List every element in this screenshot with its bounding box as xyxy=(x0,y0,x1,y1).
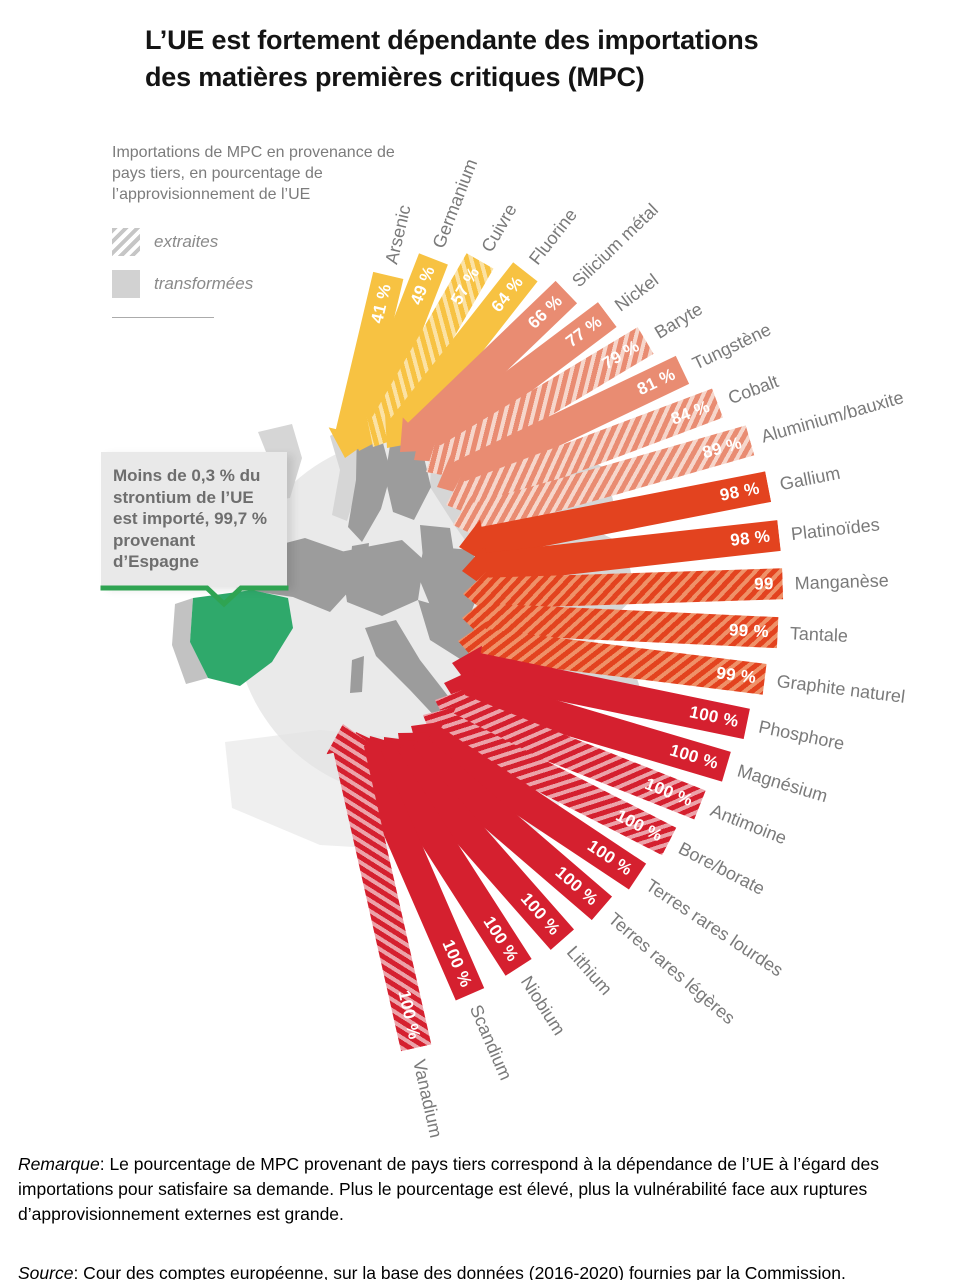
material-label: Tantale xyxy=(788,623,848,647)
arrow-value: 84 % xyxy=(668,396,713,429)
arrow-value: 99 % xyxy=(715,663,758,688)
remarque-text: : Le pourcentage de MPC provenant de pay… xyxy=(18,1154,879,1224)
source-note: Source: Cour des comptes européenne, sur… xyxy=(18,1261,948,1280)
legend-item-label: transformées xyxy=(154,274,254,293)
legend-caption-line: l’approvisionnement de l’UE xyxy=(112,186,311,203)
arrow-value: 98 % xyxy=(729,526,772,550)
arrow-value: 100 % xyxy=(438,936,476,991)
arrow-value: 100 % xyxy=(667,740,721,773)
sweden-shape xyxy=(348,427,391,542)
remarque-note: Remarque: Le pourcentage de MPC provenan… xyxy=(18,1152,948,1227)
title-line-2: des matières premières critiques (MPC) xyxy=(145,62,645,92)
material-label: Antimoine xyxy=(707,800,790,849)
material-label: Baryte xyxy=(650,298,706,343)
source-label: Source xyxy=(18,1263,74,1280)
material-label: Arsenic xyxy=(381,203,416,267)
material-label: Gallium xyxy=(777,463,842,495)
material-label: Tungstène xyxy=(688,319,774,374)
material-label: Scandium xyxy=(465,1001,517,1084)
legend-caption: Importations de MPC en provenance de pay… xyxy=(112,142,432,205)
italy-shape xyxy=(365,620,455,722)
legend-item-transformees: transformées xyxy=(112,269,432,299)
annotation-pointer-line xyxy=(100,585,289,608)
remarque-label: Remarque xyxy=(18,1154,100,1174)
legend-divider xyxy=(112,317,214,318)
poland-shape xyxy=(418,546,483,615)
annotation-text: Moins de 0,3 % du strontium de l’UE est … xyxy=(113,466,268,571)
material-label: Bore/borate xyxy=(675,837,769,899)
spain-highlight xyxy=(190,590,293,686)
material-label: Cobalt xyxy=(725,371,782,409)
arrow-value: 99 xyxy=(753,574,774,595)
material-label: Lithium xyxy=(562,941,617,999)
arrow-value: 100 % xyxy=(687,702,741,731)
corsica-sardinia-shape xyxy=(350,656,364,693)
balearic-islands-shape xyxy=(258,628,268,635)
arrow-value: 100 % xyxy=(394,988,424,1042)
legend-caption-line: pays tiers, en pourcentage de xyxy=(112,165,323,182)
portugal-shape xyxy=(172,598,208,684)
legend-item-extraites: extraites xyxy=(112,227,432,257)
material-label: Manganèse xyxy=(794,570,889,594)
material-label: Platinoïdes xyxy=(789,513,881,544)
material-label: Vanadium xyxy=(408,1057,447,1140)
legend-item-label: extraites xyxy=(154,232,219,251)
material-label: Germanium xyxy=(428,155,482,251)
footer: Remarque: Le pourcentage de MPC provenan… xyxy=(18,1152,948,1280)
material-label: Magnésium xyxy=(735,760,831,806)
chart-legend: Importations de MPC en provenance de pay… xyxy=(112,142,432,318)
source-text: : Cour des comptes européenne, sur la ba… xyxy=(73,1263,846,1280)
arrow-value: 99 % xyxy=(728,620,769,642)
material-label: Nickel xyxy=(610,270,662,316)
arrow-value: 89 % xyxy=(700,433,745,463)
material-label: Cuivre xyxy=(477,200,521,256)
solid-swatch-icon xyxy=(112,270,140,298)
material-label: Phosphore xyxy=(757,716,847,754)
material-label: Fluorine xyxy=(524,204,581,269)
central-europe-shape xyxy=(340,540,424,616)
arrow-value: 98 % xyxy=(718,478,761,506)
strontium-annotation: Moins de 0,3 % du strontium de l’UE est … xyxy=(101,452,287,587)
material-label: Niobium xyxy=(516,972,570,1040)
hatched-swatch-icon xyxy=(112,228,140,256)
page-title: L’UE est fortement dépendante des import… xyxy=(145,22,865,96)
legend-caption-line: Importations de MPC en provenance de xyxy=(112,144,395,161)
material-label: Aluminium/bauxite xyxy=(759,387,907,447)
material-label: Graphite naturel xyxy=(775,671,907,708)
title-line-1: L’UE est fortement dépendante des import… xyxy=(145,25,759,55)
